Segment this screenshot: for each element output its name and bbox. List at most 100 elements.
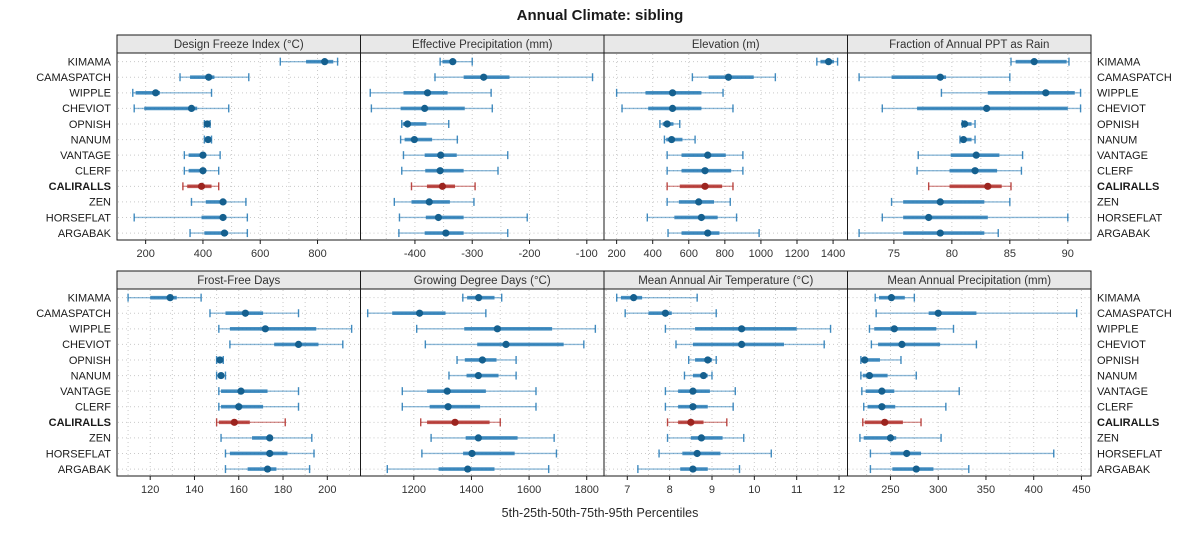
median-dot bbox=[689, 387, 697, 395]
median-dot bbox=[423, 89, 432, 97]
site-label-left: CAMASPATCH bbox=[36, 308, 111, 320]
median-dot bbox=[237, 387, 245, 395]
panel-plot-area bbox=[847, 288, 1092, 477]
panel-plot-area bbox=[116, 52, 361, 241]
median-dot bbox=[912, 465, 920, 473]
median-dot bbox=[695, 198, 703, 206]
site-label-left: NANUM bbox=[71, 370, 111, 382]
site-label-right: CLERF bbox=[1097, 166, 1133, 178]
median-dot bbox=[438, 182, 447, 190]
site-label-right: CHEVIOT bbox=[1097, 339, 1146, 351]
median-dot bbox=[661, 309, 670, 317]
axis-tick-label: 90 bbox=[1062, 248, 1074, 260]
panel-title: Fraction of Annual PPT as Rain bbox=[889, 39, 1049, 51]
axis-tick-label: -100 bbox=[576, 248, 598, 260]
median-dot bbox=[925, 213, 933, 222]
site-label-right: ZEN bbox=[1097, 433, 1119, 445]
median-dot bbox=[444, 403, 452, 411]
site-label-right: KIMAMA bbox=[1097, 292, 1141, 304]
median-dot bbox=[878, 403, 886, 411]
axis-tick-label: 1800 bbox=[574, 484, 598, 496]
median-dot bbox=[738, 325, 746, 333]
median-dot bbox=[936, 229, 944, 237]
median-dot bbox=[241, 309, 249, 317]
median-dot bbox=[697, 213, 706, 222]
site-label-left: ARGABAK bbox=[58, 464, 112, 476]
median-dot bbox=[410, 135, 418, 144]
median-dot bbox=[704, 151, 712, 159]
median-dot bbox=[881, 418, 889, 426]
median-dot bbox=[861, 356, 869, 364]
axis-tick-label: 1400 bbox=[459, 484, 483, 496]
axis-tick-label: 9 bbox=[709, 484, 715, 496]
median-dot bbox=[266, 449, 274, 458]
median-dot bbox=[152, 89, 160, 97]
site-label-right: OPNISH bbox=[1097, 355, 1139, 367]
median-dot bbox=[437, 151, 445, 159]
median-dot bbox=[502, 340, 510, 348]
axis-tick-label: -200 bbox=[519, 248, 541, 260]
median-dot bbox=[474, 434, 482, 442]
median-dot bbox=[263, 465, 272, 473]
axis-tick-label: 600 bbox=[680, 248, 698, 260]
site-label-left: CLERF bbox=[75, 166, 111, 178]
median-dot bbox=[630, 294, 638, 302]
median-dot bbox=[220, 229, 229, 237]
site-label-right: ARGABAK bbox=[1097, 228, 1151, 240]
median-dot bbox=[971, 167, 979, 175]
site-label-left: KIMAMA bbox=[68, 292, 112, 304]
median-dot bbox=[668, 89, 677, 97]
site-label-right: NANUM bbox=[1097, 370, 1137, 382]
axis-tick-label: 140 bbox=[185, 484, 203, 496]
median-dot bbox=[415, 309, 424, 317]
axis-tick-label: 1600 bbox=[517, 484, 541, 496]
median-dot bbox=[865, 371, 874, 380]
median-dot bbox=[898, 340, 906, 348]
site-label-right: ARGABAK bbox=[1097, 464, 1151, 476]
median-dot bbox=[204, 135, 212, 144]
site-label-right: VANTAGE bbox=[1097, 150, 1148, 162]
median-dot bbox=[217, 371, 225, 380]
median-dot bbox=[697, 434, 706, 442]
median-dot bbox=[903, 449, 911, 458]
site-label-right: CALIRALLS bbox=[1097, 417, 1159, 429]
median-dot bbox=[480, 73, 488, 81]
median-dot bbox=[887, 294, 896, 302]
median-dot bbox=[959, 135, 968, 144]
median-dot bbox=[699, 371, 708, 380]
site-label-left: WIPPLE bbox=[69, 324, 111, 336]
panel-title: Design Freeze Index (°C) bbox=[174, 39, 304, 51]
median-dot bbox=[294, 340, 303, 348]
site-label-right: CAMASPATCH bbox=[1097, 72, 1172, 84]
median-dot bbox=[983, 104, 991, 112]
median-dot bbox=[1030, 58, 1038, 66]
median-dot bbox=[704, 229, 712, 237]
median-dot bbox=[199, 151, 207, 159]
axis-tick-label: 7 bbox=[624, 484, 630, 496]
median-dot bbox=[219, 198, 227, 206]
median-dot bbox=[464, 465, 472, 473]
x-axis-caption: 5th-25th-50th-75th-95th Percentiles bbox=[502, 506, 699, 520]
median-dot bbox=[961, 120, 969, 128]
site-label-left: OPNISH bbox=[69, 355, 111, 367]
axis-tick-label: 80 bbox=[946, 248, 958, 260]
site-label-left: CAMASPATCH bbox=[36, 72, 111, 84]
site-label-right: NANUM bbox=[1097, 134, 1137, 146]
site-label-right: CLERF bbox=[1097, 402, 1133, 414]
site-label-left: KIMAMA bbox=[68, 56, 112, 68]
panel-plot-area bbox=[603, 52, 848, 241]
axis-tick-label: 1400 bbox=[821, 248, 845, 260]
median-dot bbox=[474, 371, 482, 380]
axis-tick-label: 120 bbox=[141, 484, 159, 496]
site-label-left: CALIRALLS bbox=[49, 181, 111, 193]
axis-tick-label: 800 bbox=[308, 248, 326, 260]
axis-tick-label: -300 bbox=[461, 248, 483, 260]
site-label-right: WIPPLE bbox=[1097, 88, 1139, 100]
panel-plot-area bbox=[360, 52, 605, 241]
axis-tick-label: 11 bbox=[791, 484, 802, 496]
axis-tick-label: -400 bbox=[404, 248, 426, 260]
median-dot bbox=[403, 120, 412, 128]
axis-tick-label: 200 bbox=[607, 248, 625, 260]
median-dot bbox=[475, 294, 483, 302]
